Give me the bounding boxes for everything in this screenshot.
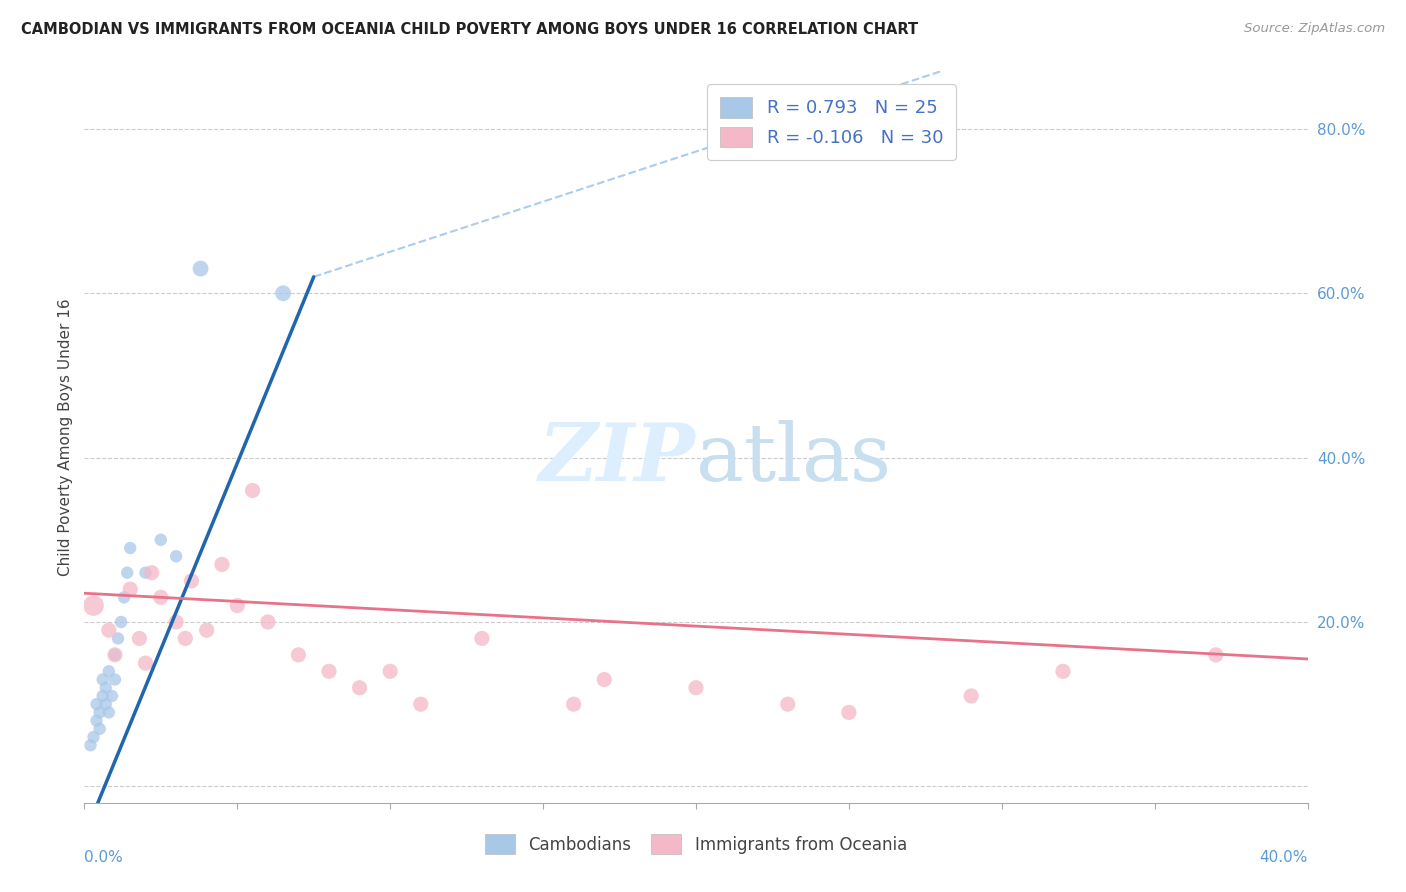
Point <box>104 673 127 687</box>
Point <box>471 632 494 646</box>
Text: Source: ZipAtlas.com: Source: ZipAtlas.com <box>1244 22 1385 36</box>
Point <box>349 681 371 695</box>
Point <box>165 549 187 564</box>
Point <box>380 665 402 679</box>
Point <box>287 648 309 662</box>
Text: ZIP: ZIP <box>538 420 696 498</box>
Point <box>211 558 233 572</box>
Point <box>960 689 983 703</box>
Point <box>91 689 114 703</box>
Point <box>97 706 120 720</box>
Text: 40.0%: 40.0% <box>1260 850 1308 865</box>
Text: CAMBODIAN VS IMMIGRANTS FROM OCEANIA CHILD POVERTY AMONG BOYS UNDER 16 CORRELATI: CAMBODIAN VS IMMIGRANTS FROM OCEANIA CHI… <box>21 22 918 37</box>
Point <box>776 697 799 711</box>
Point <box>120 541 142 555</box>
Point <box>226 599 249 613</box>
Point <box>1205 648 1227 662</box>
Point <box>318 665 340 679</box>
Point <box>141 566 163 580</box>
Point <box>107 632 129 646</box>
Point <box>685 681 707 695</box>
Text: atlas: atlas <box>696 420 891 498</box>
Point <box>97 665 120 679</box>
Point <box>165 615 187 629</box>
Point <box>128 632 150 646</box>
Point <box>190 261 212 276</box>
Point <box>110 615 132 629</box>
Point <box>409 697 432 711</box>
Point <box>1052 665 1074 679</box>
Point <box>86 714 108 728</box>
Y-axis label: Child Poverty Among Boys Under 16: Child Poverty Among Boys Under 16 <box>58 298 73 576</box>
Point <box>94 681 117 695</box>
Point <box>149 591 172 605</box>
Point <box>104 648 127 662</box>
Point <box>120 582 142 596</box>
Text: 0.0%: 0.0% <box>84 850 124 865</box>
Point <box>838 706 860 720</box>
Point <box>89 722 111 736</box>
Point <box>257 615 280 629</box>
Point <box>94 697 117 711</box>
Point <box>195 624 218 638</box>
Point <box>135 566 157 580</box>
Point <box>97 624 120 638</box>
Point <box>593 673 616 687</box>
Point <box>271 286 294 301</box>
Point <box>83 730 105 744</box>
Point <box>115 566 138 580</box>
Point <box>174 632 197 646</box>
Point <box>91 673 114 687</box>
Legend: Cambodians, Immigrants from Oceania: Cambodians, Immigrants from Oceania <box>478 828 914 860</box>
Point <box>180 574 202 588</box>
Point <box>89 706 111 720</box>
Point <box>86 697 108 711</box>
Point <box>79 739 101 753</box>
Point <box>562 697 585 711</box>
Point <box>83 599 105 613</box>
Point <box>101 689 124 703</box>
Point <box>112 591 135 605</box>
Point <box>149 533 172 547</box>
Point <box>104 648 127 662</box>
Point <box>242 483 264 498</box>
Point <box>135 656 157 670</box>
